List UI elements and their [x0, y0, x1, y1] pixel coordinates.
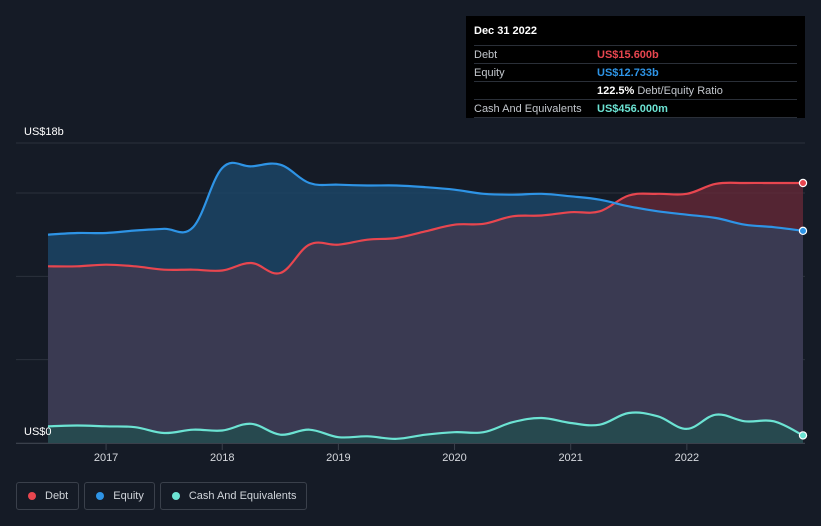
- overlap-area: [48, 182, 803, 443]
- tooltip-ratio-value: 122.5%: [597, 84, 635, 97]
- tooltip-row-ratio: 122.5% Debt/Equity Ratio: [474, 81, 797, 99]
- debt-end-marker: [798, 178, 808, 188]
- x-tick-label: 2020: [442, 452, 466, 464]
- tooltip-cash-value: US$456.000m: [597, 102, 668, 115]
- legend-item-debt[interactable]: Debt: [16, 482, 80, 510]
- tooltip-row-cash: Cash And Equivalents US$456.000m: [474, 99, 797, 118]
- tooltip-row-debt: Debt US$15.600b: [474, 45, 797, 63]
- equity-line: [47, 161, 804, 236]
- legend-label-cash: Cash And Equivalents: [188, 490, 297, 502]
- cash-dot-icon: [171, 492, 180, 500]
- x-tick-label: 2017: [94, 452, 118, 464]
- tooltip-row-equity: Equity US$12.733b: [474, 63, 797, 81]
- y-axis-max-label: US$18b: [24, 126, 64, 138]
- equity-end-marker: [798, 226, 808, 236]
- debt-dot-icon: [28, 492, 36, 500]
- tooltip-equity-value: US$12.733b: [597, 66, 659, 79]
- x-axis: 2017 2018 2019 2020 2021 2022: [16, 443, 805, 464]
- tooltip-cash-label: Cash And Equivalents: [474, 102, 582, 115]
- series-areas: [48, 162, 803, 444]
- x-tick-label: 2022: [675, 452, 699, 464]
- x-tick-label: 2021: [558, 452, 582, 464]
- series-lines: [47, 161, 804, 440]
- cash-area: [48, 412, 803, 443]
- tooltip-equity-label: Equity: [474, 66, 505, 79]
- x-tick-label: 2018: [210, 452, 234, 464]
- cash-line: [47, 411, 804, 440]
- tooltip-ratio-label: Debt/Equity Ratio: [637, 84, 723, 97]
- tooltip-date: Dec 31 2022: [474, 25, 537, 37]
- tooltip-debt-value: US$15.600b: [597, 48, 659, 61]
- debt-line: [47, 181, 803, 275]
- x-tick-label: 2019: [326, 452, 350, 464]
- legend-label-debt: Debt: [45, 490, 69, 502]
- legend-item-equity[interactable]: Equity: [84, 482, 155, 510]
- legend-label-equity: Equity: [113, 490, 144, 502]
- chart-legend: Debt Equity Cash And Equivalents: [16, 482, 308, 510]
- tooltip-debt-label: Debt: [474, 48, 498, 61]
- cash-end-marker: [798, 431, 808, 440]
- data-tooltip: Dec 31 2022 Debt US$15.600b Equity US$12…: [466, 16, 805, 118]
- legend-item-cash[interactable]: Cash And Equivalents: [159, 482, 308, 510]
- y-axis-min-label: US$0: [24, 426, 52, 438]
- equity-dot-icon: [96, 492, 105, 500]
- series-end-markers: [798, 178, 808, 440]
